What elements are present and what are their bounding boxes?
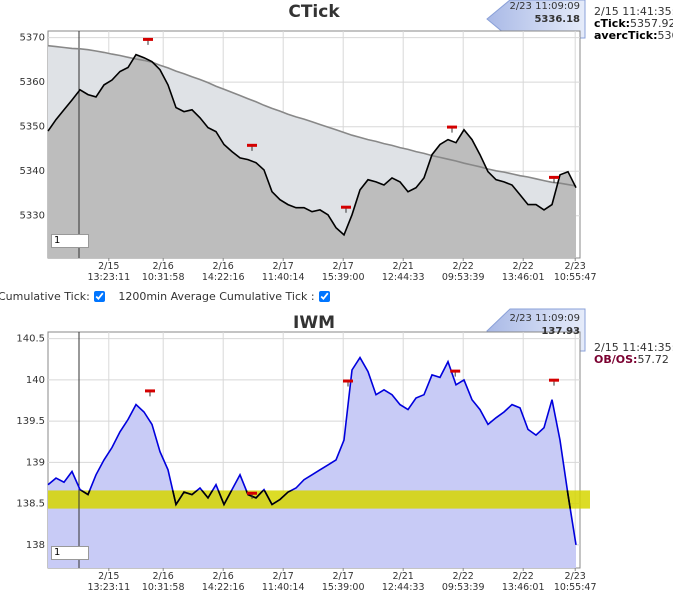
legend-checkbox[interactable]: [93, 291, 105, 302]
y-tick-label: 5360: [20, 77, 45, 88]
x-tick-label: 2/17 11:40:14: [261, 571, 305, 593]
flag-marker: [145, 389, 155, 397]
price-time: 2/23 11:09:09: [509, 313, 580, 324]
zoom-input[interactable]: 1: [51, 546, 89, 560]
x-tick-label: 2/15 13:23:11: [87, 571, 131, 593]
area: [48, 54, 576, 258]
y-tick-label: 140: [26, 375, 45, 386]
x-tick-label: 2/16 10:31:58: [141, 261, 185, 283]
band: [48, 490, 590, 509]
flag: [450, 369, 461, 373]
info-line: cTick:5357.92: [594, 18, 673, 30]
x-tick-label: 2/21 12:44:33: [381, 571, 425, 593]
info-time: 2/15 11:41:35:: [594, 5, 673, 18]
price-value: 137.93: [541, 326, 580, 337]
x-tick-label: 2/22 13:46:01: [501, 261, 545, 283]
y-tick-label: 5350: [20, 122, 45, 133]
info-value: 5357.92: [630, 17, 673, 30]
flag-marker: [341, 205, 351, 213]
info-label: OB/OS:: [594, 353, 638, 366]
legend-label: Cumulative Tick:: [0, 290, 90, 303]
info-line: OB/OS:57.72: [594, 354, 673, 366]
x-tick-label: 2/16 14:22:16: [201, 261, 245, 283]
y-tick-label: 5370: [20, 33, 45, 44]
x-tick-label: 2/16 10:31:58: [141, 571, 185, 593]
y-tick-label: 138.5: [16, 499, 45, 510]
legend: Cumulative Tick: 1200min Average Cumulat…: [0, 290, 340, 303]
flag: [247, 143, 257, 147]
flag: [447, 125, 457, 129]
legend-label: 1200min Average Cumulative Tick :: [118, 290, 315, 303]
y-tick-label: 139.5: [16, 416, 45, 427]
flag: [341, 205, 351, 209]
area: [48, 357, 576, 568]
flag-marker: [343, 379, 353, 387]
info-label: cTick:: [594, 17, 631, 30]
info-line: avercTick:536: [594, 30, 673, 42]
x-tick-label: 2/21 12:44:33: [381, 261, 425, 283]
x-tick-label: 2/16 14:22:16: [201, 571, 245, 593]
flag-marker: [450, 369, 461, 377]
chart-title: IWM: [293, 313, 335, 333]
info-value: 57.72: [637, 353, 669, 366]
x-tick-label: 2/22 09:53:39: [441, 571, 485, 593]
flag-marker: [247, 143, 257, 151]
x-tick-label: 2/23 10:55:47: [553, 261, 597, 283]
price-time: 2/23 11:09:09: [509, 1, 580, 12]
price-value: 5336.18: [534, 14, 580, 25]
info-label: avercTick:: [594, 29, 658, 42]
flag-marker: [143, 37, 153, 45]
y-tick-label: 5330: [20, 211, 45, 222]
zoom-input[interactable]: 1: [51, 234, 89, 248]
info-panel: 2/15 11:41:35: cTick:5357.92 avercTick:5…: [594, 6, 673, 42]
y-tick-label: 138: [26, 540, 45, 551]
y-tick-label: 140.5: [16, 334, 45, 345]
x-tick-label: 2/17 15:39:00: [321, 571, 365, 593]
flag: [145, 389, 155, 393]
info-value: 536: [657, 29, 673, 42]
legend-checkbox[interactable]: [318, 291, 330, 302]
x-tick-label: 2/23 10:55:47: [553, 571, 597, 593]
flag: [143, 37, 153, 41]
x-tick-label: 2/17 11:40:14: [261, 261, 305, 283]
flag-marker: [549, 175, 559, 183]
chart-title: CTick: [288, 2, 340, 22]
flag: [247, 491, 257, 495]
x-tick-label: 2/17 15:39:00: [321, 261, 365, 283]
y-tick-label: 5340: [20, 166, 45, 177]
x-tick-label: 2/15 13:23:11: [87, 261, 131, 283]
flag-marker: [549, 378, 559, 386]
x-tick-label: 2/22 09:53:39: [441, 261, 485, 283]
flag: [549, 175, 559, 179]
line: [47, 44, 577, 187]
info-panel: 2/15 11:41:35: OB/OS:57.72: [594, 342, 673, 366]
y-tick-label: 139: [26, 457, 45, 468]
flag-marker: [247, 491, 257, 499]
flag-marker: [447, 125, 457, 133]
line: [47, 356, 577, 546]
line: [47, 53, 577, 237]
info-time: 2/15 11:41:35:: [594, 341, 673, 354]
flag: [549, 378, 559, 382]
x-tick-label: 2/22 13:46:01: [501, 571, 545, 593]
flag: [343, 379, 353, 383]
